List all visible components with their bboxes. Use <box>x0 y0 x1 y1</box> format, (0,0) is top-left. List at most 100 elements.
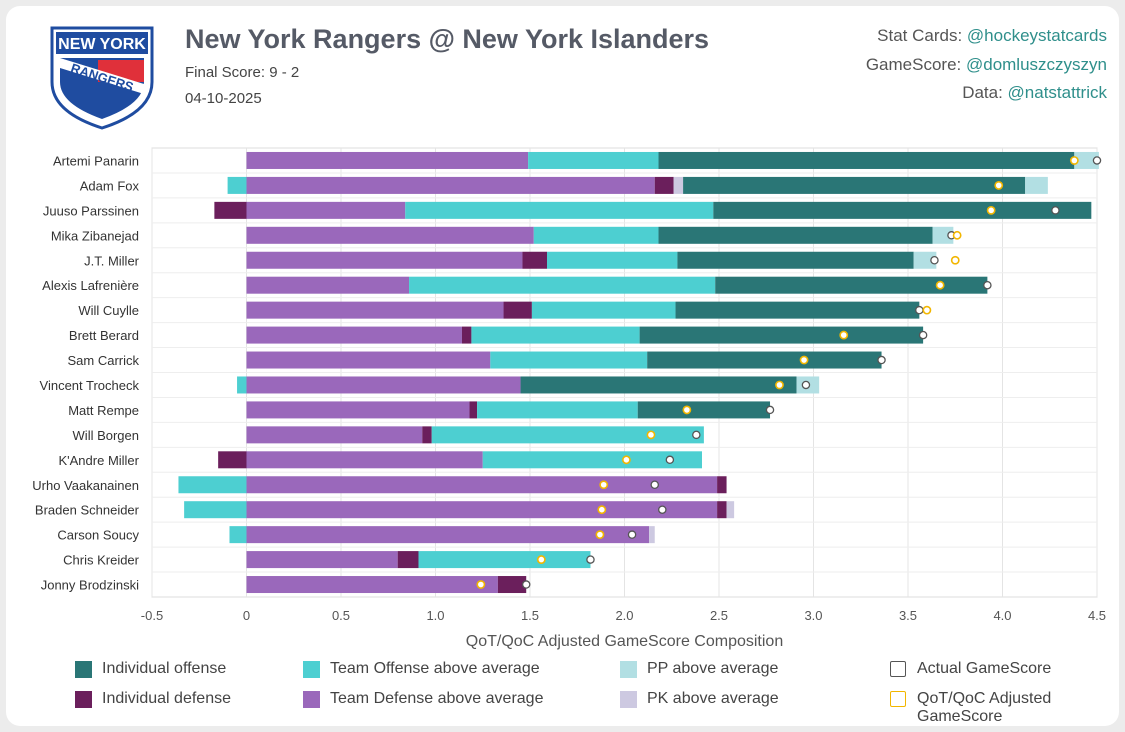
bar-team-offense <box>533 226 659 244</box>
bar-team-defense <box>246 251 523 269</box>
bar-team-offense <box>471 326 640 344</box>
bar-individual-offense <box>658 226 933 244</box>
adjusted-gamescore-marker <box>839 330 849 340</box>
adjusted-gamescore-marker <box>986 205 996 215</box>
bar-team-offense <box>229 526 247 544</box>
bar-individual-defense <box>654 176 674 194</box>
adjusted-gamescore-marker <box>597 505 607 515</box>
player-name: Braden Schneider <box>35 503 140 518</box>
bar-individual-defense <box>218 451 247 469</box>
player-name: Juuso Parssinen <box>43 203 139 218</box>
bar-team-defense <box>246 476 718 494</box>
legend-swatch <box>620 661 637 678</box>
adjusted-gamescore-marker <box>599 480 609 490</box>
actual-gamescore-marker <box>658 505 667 514</box>
legend-swatch <box>75 661 92 678</box>
bar-individual-offense <box>647 351 882 369</box>
bar-pp <box>932 226 954 244</box>
player-name: Mika Zibanejad <box>51 228 139 243</box>
rangers-logo: NEW YORK RANGERS <box>50 26 154 130</box>
bar-individual-defense <box>422 426 432 444</box>
bar-team-offense <box>418 551 591 569</box>
credit-link[interactable]: @domluszczyszyn <box>965 54 1107 74</box>
adjusted-gamescore-marker <box>621 455 631 465</box>
bar-pp <box>1025 176 1048 194</box>
bar-individual-defense <box>397 551 419 569</box>
bar-team-defense <box>246 301 504 319</box>
actual-gamescore-marker <box>877 355 886 365</box>
credit-link[interactable]: @natstattrick <box>1007 83 1107 102</box>
bar-individual-defense <box>522 251 548 269</box>
bar-team-defense <box>246 351 491 369</box>
actual-gamescore-marker <box>930 255 939 265</box>
legend-label: PP above average <box>647 660 779 677</box>
logo-text-top: NEW YORK <box>58 36 146 53</box>
bar-individual-defense <box>469 401 478 419</box>
legend-label: Team Offense above average <box>330 660 540 677</box>
player-name: Chris Kreider <box>63 553 140 568</box>
actual-gamescore-marker <box>983 280 992 290</box>
credit-link[interactable]: @hockeystatcards <box>966 26 1107 45</box>
bar-team-defense <box>246 276 410 294</box>
bar-individual-offense <box>637 401 771 419</box>
bar-team-defense <box>246 226 534 244</box>
bar-team-offense <box>184 501 247 519</box>
x-tick-label: 2.0 <box>615 608 633 623</box>
bar-pk <box>726 501 735 519</box>
legend-swatch <box>890 661 906 677</box>
bar-team-offense <box>237 376 247 394</box>
player-name: Will Borgen <box>73 428 139 443</box>
bar-team-defense <box>246 176 655 194</box>
player-name: Matt Rempe <box>68 403 139 418</box>
x-tick-label: 0.5 <box>332 608 350 623</box>
bar-individual-offense <box>675 301 920 319</box>
bar-team-offense <box>547 251 678 269</box>
bar-team-defense <box>246 326 462 344</box>
bar-team-offense <box>178 476 247 494</box>
adjusted-gamescore-marker <box>994 181 1004 190</box>
bar-team-defense <box>246 451 483 469</box>
x-tick-label: 3.5 <box>899 608 917 623</box>
bar-pp <box>1074 151 1099 169</box>
bar-team-offense <box>431 426 704 444</box>
x-tick-label: 2.5 <box>710 608 728 623</box>
actual-gamescore-marker <box>650 480 659 489</box>
bar-team-defense <box>246 401 470 419</box>
bar-team-offense <box>409 276 716 294</box>
credits: Stat Cards: @hockeystatcards GameScore: … <box>866 22 1107 108</box>
bar-team-offense <box>490 351 648 369</box>
bar-individual-defense <box>461 326 472 344</box>
bar-pk <box>673 176 684 194</box>
credit-gamescore: GameScore: @domluszczyszyn <box>865 54 1107 74</box>
bar-team-defense <box>246 201 406 219</box>
legend-swatch <box>620 691 637 708</box>
actual-gamescore-marker <box>1051 206 1060 215</box>
player-name: Brett Berard <box>69 328 139 343</box>
adjusted-gamescore-marker <box>950 255 960 265</box>
bar-pp <box>913 251 937 269</box>
actual-gamescore-marker <box>665 455 675 465</box>
actual-gamescore-marker <box>765 405 775 415</box>
bar-individual-offense <box>639 326 924 344</box>
bar-team-defense <box>246 426 423 444</box>
x-tick-label: 4.5 <box>1088 608 1106 623</box>
actual-gamescore-marker <box>627 530 637 539</box>
bar-team-defense <box>246 151 529 169</box>
adjusted-gamescore-marker <box>775 380 784 390</box>
actual-gamescore-marker <box>521 580 531 589</box>
bar-team-defense <box>246 526 650 544</box>
bar-individual-defense <box>503 301 532 319</box>
adjusted-gamescore-marker <box>595 530 605 540</box>
x-tick-label: 0 <box>243 608 250 623</box>
x-tick-label: 1.5 <box>521 608 539 623</box>
adjusted-gamescore-marker <box>922 305 932 315</box>
bar-individual-offense <box>713 201 1092 219</box>
bar-individual-offense <box>520 376 797 394</box>
player-name: Jonny Brodzinski <box>41 578 139 593</box>
bar-individual-defense <box>717 476 727 494</box>
bar-team-defense <box>246 576 498 594</box>
bar-individual-defense <box>717 501 727 519</box>
legend-swatch <box>890 691 906 707</box>
player-name: Carson Soucy <box>57 528 139 543</box>
